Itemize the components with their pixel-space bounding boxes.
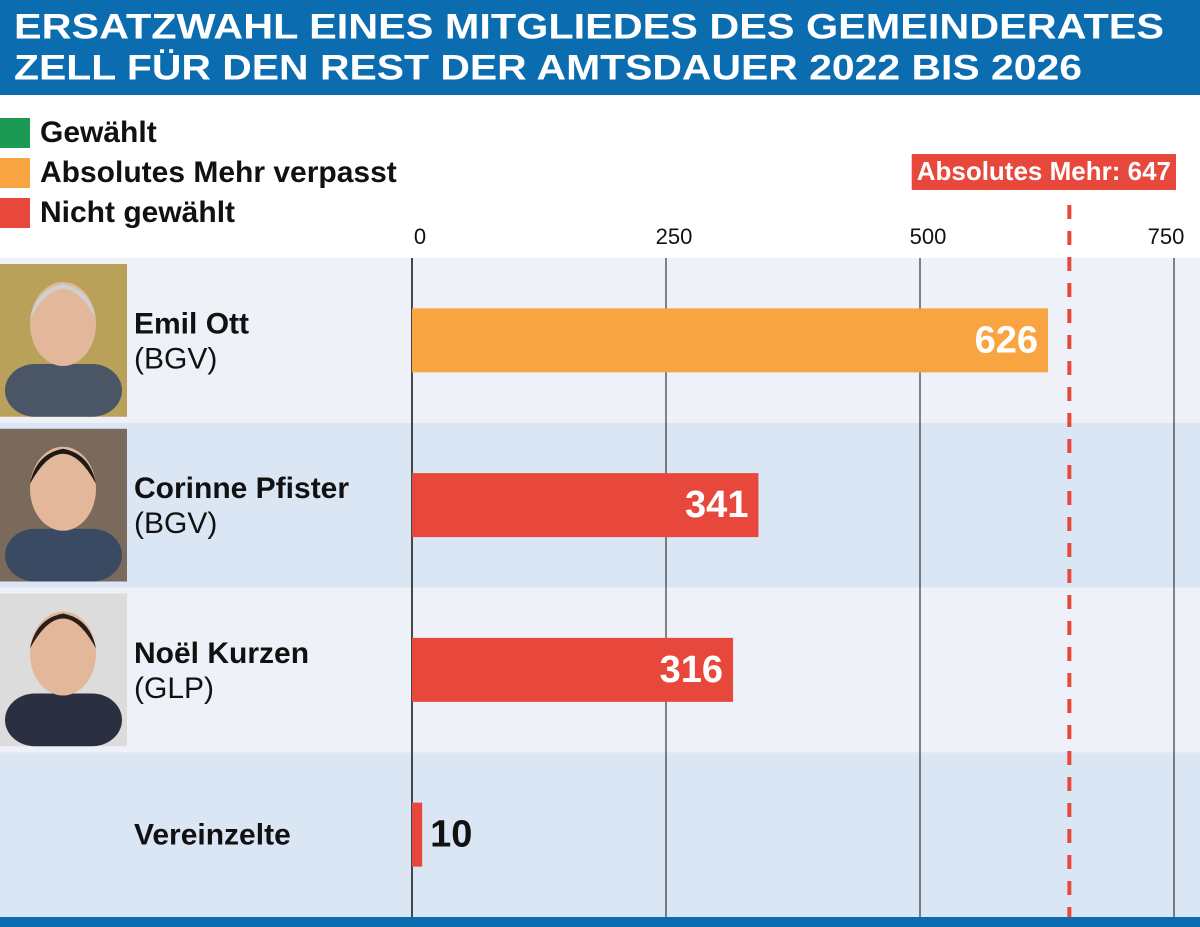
- bar: [412, 473, 759, 538]
- photo: [0, 593, 127, 747]
- x-tick-label: 0: [414, 224, 426, 249]
- value-label: 316: [660, 649, 723, 691]
- legend-swatch: [0, 158, 30, 188]
- row-band: [0, 752, 1200, 917]
- photo-hair: [30, 284, 96, 319]
- bar: [412, 637, 734, 702]
- value-label: 626: [975, 319, 1038, 361]
- value-label: 10: [430, 814, 472, 856]
- threshold-label: Absolutes Mehr: 647: [917, 156, 1171, 186]
- footer-band: [0, 917, 1200, 927]
- candidate-name: Corinne Pfister: [134, 472, 349, 505]
- candidate-party: (GLP): [134, 672, 214, 705]
- photo-body: [5, 528, 122, 582]
- photo: [0, 428, 127, 582]
- legend-swatch: [0, 198, 30, 228]
- legend-label: Absolutes Mehr verpasst: [40, 156, 397, 189]
- photo-face: [30, 282, 96, 366]
- header-band: [0, 0, 1200, 95]
- legend-swatch: [0, 118, 30, 148]
- x-tick-label: 250: [656, 224, 693, 249]
- title-line: ZELL FÜR DEN REST DER AMTSDAUER 2022 BIS…: [14, 48, 1082, 87]
- legend-label: Gewählt: [40, 116, 157, 149]
- legend-label: Nicht gewählt: [40, 196, 235, 229]
- threshold-label-bg: [911, 154, 1176, 190]
- photo-body: [5, 364, 122, 417]
- candidate-name: Vereinzelte: [134, 819, 291, 852]
- photo-body: [5, 693, 122, 747]
- photo-hair: [30, 613, 96, 649]
- candidate-name: Noël Kurzen: [134, 637, 309, 670]
- photo-hair: [30, 448, 96, 484]
- photo-face: [30, 611, 96, 696]
- x-tick-label: 750: [1148, 224, 1185, 249]
- photo: [0, 264, 127, 417]
- photo-face: [30, 446, 96, 531]
- title-line: ERSATZWAHL EINES MITGLIEDES DES GEMEINDE…: [14, 7, 1164, 46]
- candidate-party: (BGV): [134, 507, 217, 540]
- candidate-name: Emil Ott: [134, 307, 249, 340]
- x-tick-label: 500: [910, 224, 947, 249]
- bar: [412, 802, 423, 867]
- candidate-party: (BGV): [134, 342, 217, 375]
- bar: [412, 308, 1049, 373]
- value-label: 341: [685, 484, 748, 526]
